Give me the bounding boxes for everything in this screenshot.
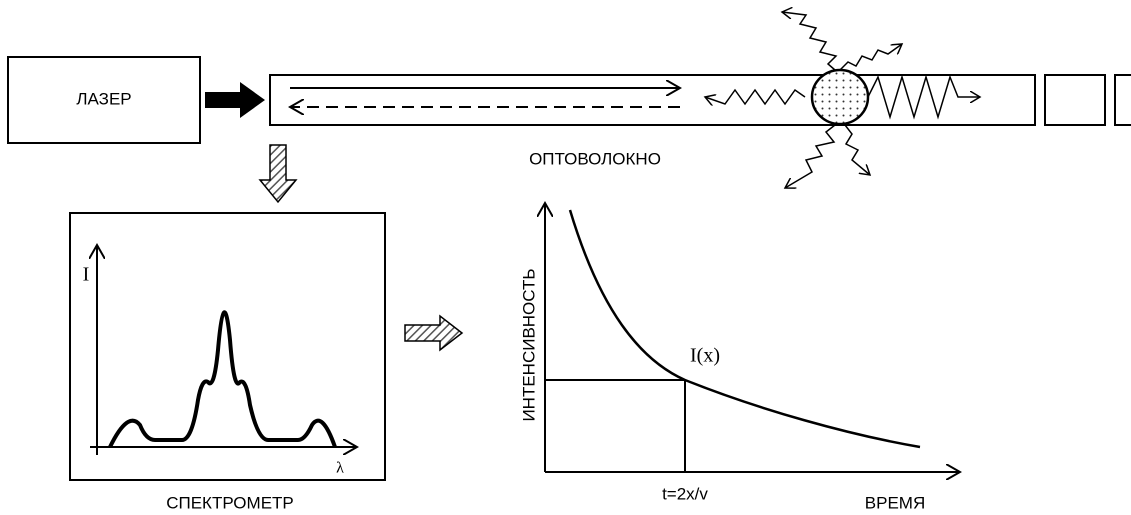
laser-arrow	[205, 82, 265, 118]
spectrometer-box	[69, 212, 386, 481]
decay-curve	[568, 209, 921, 449]
scatter-wave	[782, 12, 838, 71]
laser-label: ЛАЗЕР	[76, 89, 131, 108]
y-axis-label: ИНТЕНСИВНОСТЬ	[519, 268, 538, 421]
spectrum	[108, 310, 337, 448]
point-guide	[545, 379, 686, 472]
y-axis-label: I	[83, 264, 90, 286]
fiber-segment	[1044, 74, 1106, 126]
zigzag	[867, 74, 980, 120]
laser-box	[7, 56, 201, 144]
time-label: t=2x/v	[662, 484, 708, 503]
scatter-center	[810, 68, 870, 126]
fiber-segment	[1114, 74, 1131, 126]
x-axis-label: λ	[336, 460, 344, 477]
point-label: I(x)	[690, 345, 720, 367]
down-arrow	[258, 144, 298, 204]
right-arrow	[404, 314, 464, 352]
backscatter-wave	[705, 88, 806, 104]
fiber	[269, 74, 1036, 126]
scatter-wave	[839, 44, 902, 71]
fiber-label: ОПТОВОЛОКНО	[529, 149, 661, 168]
x-axis-label: ВРЕМЯ	[865, 493, 925, 512]
scatter-wave	[844, 124, 870, 175]
scatter-wave	[785, 124, 836, 188]
spectrometer-label: СПЕКТРОМЕТР	[166, 493, 294, 512]
